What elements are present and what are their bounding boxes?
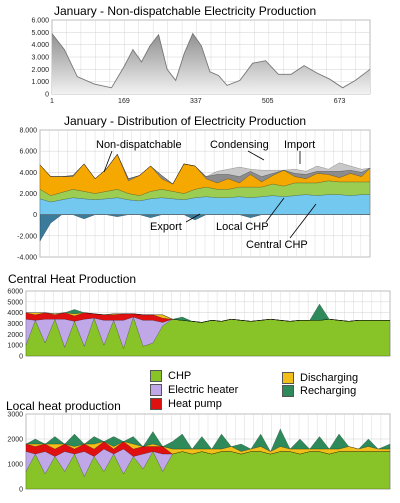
c4-y-tick-label: 2000 bbox=[7, 437, 23, 444]
c4-y-tick-label: 1000 bbox=[7, 462, 23, 469]
c3-y-tick-label: 1000 bbox=[7, 343, 23, 350]
chart-title-2: January - Distribution of Electricity Pr… bbox=[64, 114, 307, 128]
c3-series-heat-pump bbox=[25, 312, 390, 323]
legend-label-heat-pump: Heat pump bbox=[168, 398, 222, 410]
legend-label-recharging: Recharging bbox=[300, 385, 357, 397]
chart-title-3: Central Heat Production bbox=[8, 272, 137, 286]
chart2-annotation-export: Export bbox=[150, 221, 182, 233]
chart2-annotation-central-chp: Central CHP bbox=[246, 239, 308, 251]
c3-y-tick-label: 2000 bbox=[7, 332, 23, 339]
c3-series-recharging bbox=[26, 303, 390, 323]
c2-series-import bbox=[39, 153, 371, 185]
legend-label-discharging: Discharging bbox=[300, 372, 359, 384]
c2-y-tick-label: 0 bbox=[33, 212, 37, 219]
chart1-x-tick-label: 169 bbox=[118, 98, 130, 105]
chart2-annotation-condensing: Condensing bbox=[210, 139, 269, 151]
chart1-x-tick-label: 505 bbox=[262, 98, 274, 105]
legend-swatch-discharging bbox=[282, 372, 294, 384]
c1-y-tick-label: 5.000 bbox=[31, 30, 49, 37]
chart2-annotation-leader-non-dispatchable bbox=[103, 150, 113, 173]
legend-swatch-heat-pump bbox=[150, 398, 162, 410]
c1-y-tick-label: 0 bbox=[45, 92, 49, 99]
c1-y-tick-label: 3.000 bbox=[31, 55, 49, 62]
c4-y-tick-label: 3000 bbox=[7, 412, 23, 419]
chart1-series-nondisp-line bbox=[51, 32, 371, 89]
chart2-annotation-leader-export bbox=[185, 213, 201, 223]
legend-electric-heater: Electric heater bbox=[150, 384, 238, 396]
chart2-annotation-leader-central-chp bbox=[289, 203, 317, 239]
legend-chp: CHP bbox=[150, 370, 191, 382]
legend-label-chp: CHP bbox=[168, 370, 192, 382]
c4-series-recharging bbox=[25, 428, 391, 453]
chart1-x-tick-label: 1 bbox=[50, 98, 54, 105]
c2-y-tick-label: -2.000 bbox=[17, 233, 37, 240]
c3-series-discharging bbox=[25, 312, 390, 323]
chart2-annotation-non-dispatchable: Non-dispatchable bbox=[96, 139, 182, 151]
legend-label-electric-heater: Electric heater bbox=[168, 384, 239, 396]
c4-series-chp bbox=[25, 450, 391, 490]
c2-y-tick-label: 6.000 bbox=[19, 149, 37, 156]
c2-y-tick-label: 2.000 bbox=[19, 191, 37, 198]
legend-recharging: Recharging bbox=[282, 385, 356, 397]
chart-title-1: January - Non-dispatchable Electricity P… bbox=[54, 4, 317, 18]
c1-y-tick-label: 4.000 bbox=[31, 42, 49, 49]
chart-title-4: Local heat production bbox=[6, 399, 121, 413]
c1-y-tick-label: 2.000 bbox=[31, 67, 49, 74]
c2-y-tick-label: 8.000 bbox=[19, 128, 37, 135]
chart2-annotation-leader-condensing bbox=[247, 150, 265, 161]
legend-swatch-recharging bbox=[282, 385, 294, 397]
c3-y-tick-label: 0 bbox=[19, 354, 23, 361]
c3-y-tick-label: 3000 bbox=[7, 321, 23, 328]
c3-y-tick-label: 6000 bbox=[7, 289, 23, 296]
chart1-x-tick-label: 337 bbox=[190, 98, 202, 105]
chart2-annotation-local-chp: Local CHP bbox=[216, 221, 269, 233]
chart1-x-tick-label: 673 bbox=[334, 98, 346, 105]
legend-swatch-chp bbox=[150, 370, 162, 382]
c3-y-tick-label: 5000 bbox=[7, 299, 23, 306]
c3-series-chp bbox=[25, 316, 391, 357]
legend-heat-pump: Heat pump bbox=[150, 398, 222, 410]
c2-y-tick-label: -4.000 bbox=[17, 255, 37, 262]
c2-series-nondispatchable bbox=[39, 153, 371, 196]
c1-y-tick-label: 6.000 bbox=[31, 18, 49, 25]
c2-y-tick-label: 4.000 bbox=[19, 170, 37, 177]
chart2-annotation-leader-local-chp bbox=[265, 197, 285, 223]
chart2-annotation-import: Import bbox=[284, 139, 315, 151]
legend-discharging: Discharging bbox=[282, 372, 358, 384]
c3-y-tick-label: 4000 bbox=[7, 310, 23, 317]
legend-swatch-electric-heater bbox=[150, 384, 162, 396]
c4-y-tick-label: 0 bbox=[19, 487, 23, 494]
c1-y-tick-label: 1.000 bbox=[31, 79, 49, 86]
chart1-series-nondisp-area bbox=[52, 33, 370, 94]
